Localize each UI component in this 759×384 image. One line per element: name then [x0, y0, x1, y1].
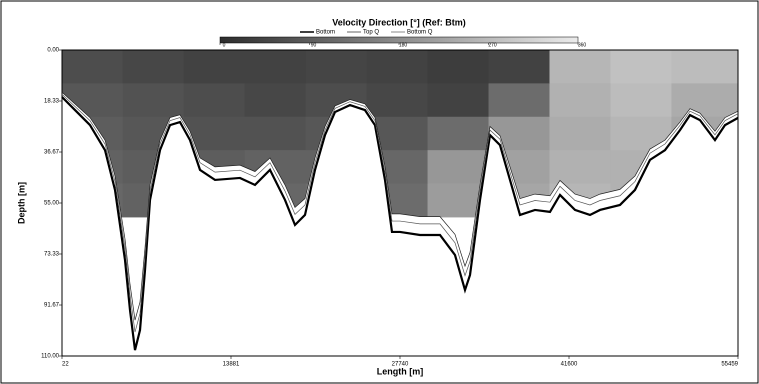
heatmap-cell	[366, 50, 429, 84]
heatmap-cell	[366, 83, 429, 118]
heatmap-cell	[427, 150, 490, 185]
heatmap-cell	[671, 50, 738, 84]
heatmap-cell	[305, 116, 368, 151]
heatmap-cell	[549, 83, 611, 118]
colorbar-tick-label: 90	[311, 42, 317, 48]
y-tick-label: 73.33	[44, 252, 60, 258]
heatmap-cell	[62, 50, 124, 84]
heatmap-cell	[366, 150, 429, 185]
x-tick-label: 22	[62, 362, 69, 368]
series-line	[61, 96, 739, 351]
heatmap-cell	[183, 83, 246, 118]
heatmap-cell	[427, 83, 490, 118]
legend-label: Top Q	[363, 30, 379, 36]
y-axis-label: Depth [m]	[16, 182, 26, 224]
chart-title: Velocity Direction [°] (Ref: Btm)	[332, 17, 466, 27]
heatmap-cell	[305, 183, 368, 218]
heatmap-cell	[183, 50, 246, 84]
legend-label: Bottom Q	[407, 30, 433, 36]
y-tick-label: 36.67	[44, 150, 60, 156]
heatmap-cell	[610, 50, 672, 84]
heatmap-cell	[549, 150, 611, 185]
x-axis-label: Length [m]	[377, 366, 424, 376]
heatmap-cell	[488, 50, 550, 84]
x-tick-label: 27740	[392, 362, 409, 368]
heatmap-cell	[122, 50, 185, 84]
y-tick-label: 0.00	[47, 48, 59, 54]
heatmap-cell	[244, 83, 307, 118]
legend-label: Bottom	[316, 30, 335, 36]
series-line	[61, 92, 739, 321]
heatmap-cell	[671, 150, 738, 185]
heatmap-cell	[244, 50, 307, 84]
x-tick-label: 13881	[223, 362, 240, 368]
heatmap-cell	[122, 116, 185, 151]
y-tick-label: 55.00	[44, 201, 60, 207]
colorbar-tick-label: 360	[578, 42, 587, 48]
colorbar-tick-label: 0	[223, 42, 226, 48]
heatmap	[62, 50, 738, 218]
heatmap-cell	[305, 50, 368, 84]
heatmap-cell	[244, 116, 307, 151]
heatmap-cell	[549, 50, 611, 84]
heatmap-cell	[488, 83, 550, 118]
x-tick-label: 41600	[561, 362, 578, 368]
y-tick-label: 91.67	[44, 303, 60, 309]
heatmap-cell	[427, 50, 490, 84]
heatmap-cell	[427, 116, 490, 151]
heatmap-cell	[671, 183, 738, 218]
heatmap-cell	[610, 183, 672, 218]
heatmap-cell	[122, 183, 185, 218]
colorbar-tick-label: 180	[399, 42, 408, 48]
heatmap-cell	[610, 83, 672, 118]
heatmap-cell	[488, 150, 550, 185]
x-tick-label: 55459	[721, 362, 738, 368]
heatmap-cell	[549, 116, 611, 151]
y-tick-label: 110.00	[41, 354, 60, 360]
heatmap-cell	[671, 83, 738, 118]
series-line	[61, 93, 739, 333]
y-tick-label: 18.33	[44, 99, 60, 105]
heatmap-cell	[122, 83, 185, 118]
heatmap-cell	[366, 183, 429, 218]
heatmap-cell	[183, 183, 246, 218]
colorbar-tick-label: 270	[488, 42, 497, 48]
